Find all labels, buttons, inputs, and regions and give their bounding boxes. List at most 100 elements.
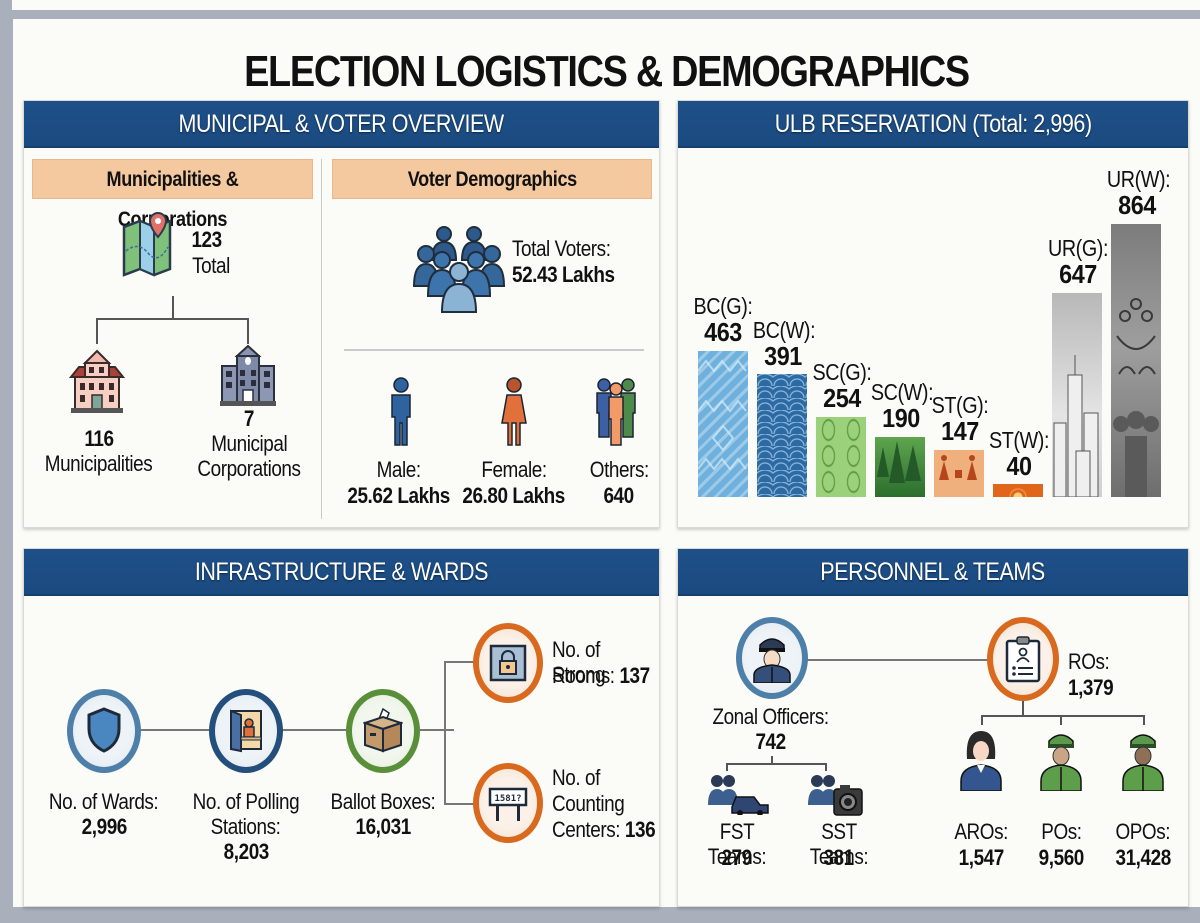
female-icon bbox=[501, 377, 527, 446]
bar-label-bc-w: BC(W): 391 bbox=[752, 317, 816, 371]
svg-text:1581?: 1581? bbox=[494, 794, 521, 804]
male-value: 25.62 Lakhs bbox=[347, 483, 451, 508]
clipboard-icon bbox=[1005, 636, 1041, 683]
aro-label: AROs: bbox=[954, 819, 1008, 844]
tree-connector bbox=[96, 318, 98, 344]
zonal-label: Zonal Officers: bbox=[712, 704, 830, 729]
fst-value: 279 bbox=[721, 845, 753, 870]
municipal-voter-panel: MUNICIPAL & VOTER OVERVIEW Municipalitie… bbox=[23, 100, 660, 528]
total-voters-value: 52.43 Lakhs bbox=[512, 262, 615, 287]
wards-value: 2,996 bbox=[81, 814, 127, 839]
counting-label-1: No. of bbox=[552, 765, 600, 790]
counting-label-2: Counting bbox=[552, 791, 625, 816]
polling-ring bbox=[209, 689, 283, 773]
zonal-value: 742 bbox=[755, 729, 787, 754]
bar-label-ur-g: UR(G): 647 bbox=[1047, 235, 1109, 289]
polling-value: 8,203 bbox=[223, 839, 269, 864]
infographic-page: ELECTION LOGISTICS & DEMOGRAPHICS MUNICI… bbox=[13, 19, 1200, 907]
wards-ring bbox=[67, 689, 141, 773]
municipalities-subhead: Municipalities & Corporations bbox=[32, 159, 313, 231]
municipalities-total-value: 123 bbox=[191, 227, 222, 252]
page-title: ELECTION LOGISTICS & DEMOGRAPHICS bbox=[244, 47, 970, 96]
team-connector bbox=[726, 763, 826, 765]
bar-ur-w bbox=[1111, 224, 1161, 497]
town-hall-icon bbox=[69, 349, 125, 413]
branch-connector bbox=[444, 803, 474, 805]
corporation-building-icon bbox=[220, 344, 276, 406]
infrastructure-panel: INFRASTRUCTURE & WARDS bbox=[23, 548, 660, 907]
crowd-icon bbox=[412, 226, 506, 313]
bar-chart: BC(G): 463 BC(W): 391 SC(G): 254 SC(W): 190 … bbox=[694, 161, 1176, 497]
female-label: Female: bbox=[481, 457, 547, 482]
bar-label-ur-w: UR(W): 864 bbox=[1106, 166, 1171, 220]
counting-label-3: Centers: 136 bbox=[552, 817, 656, 842]
panel-header: MUNICIPAL & VOTER OVERVIEW bbox=[24, 101, 659, 148]
branch-connector bbox=[444, 661, 474, 663]
zonal-ro-connector bbox=[788, 659, 988, 661]
team-camera-icon bbox=[808, 775, 863, 816]
top-strip bbox=[12, 0, 1200, 10]
municipalities-count: 116 bbox=[84, 426, 114, 451]
bar-label-sc-w: SC(W): 190 bbox=[870, 379, 934, 433]
map-pin-icon bbox=[122, 211, 172, 277]
flow-connector bbox=[114, 729, 454, 731]
wards-label: No. of Wards: bbox=[49, 789, 159, 814]
group-icon bbox=[596, 378, 636, 446]
bar-sc-g bbox=[816, 417, 866, 497]
tree-connector bbox=[172, 296, 174, 319]
fst-label: FST Teams: bbox=[707, 819, 767, 869]
staff-connector bbox=[981, 715, 983, 725]
strong-rooms-label-1: No. of Strong bbox=[552, 637, 606, 687]
tree-connector bbox=[96, 318, 248, 320]
corporations-label-2: Corporations bbox=[197, 456, 301, 481]
bar-st-g bbox=[934, 450, 984, 497]
ballot-box-icon bbox=[363, 707, 403, 753]
ro-value: 1,379 bbox=[1068, 675, 1114, 700]
team-connector bbox=[771, 756, 773, 764]
corporations-label-1: Municipal bbox=[210, 431, 288, 456]
branch-connector bbox=[444, 661, 446, 804]
polling-label-2: Stations: bbox=[211, 814, 281, 839]
opo-value: 31,428 bbox=[1115, 845, 1171, 870]
ballot-label: Ballot Boxes: bbox=[330, 789, 436, 814]
staff-connector bbox=[1022, 701, 1024, 715]
bar-ur-g bbox=[1052, 293, 1102, 497]
strong-rooms-label-2: Rooms: 137 bbox=[552, 663, 650, 688]
opo-label: OPOs: bbox=[1115, 819, 1171, 844]
team-connector bbox=[726, 763, 728, 771]
counting-board-icon: 1581? bbox=[488, 787, 528, 821]
po-label: POs: bbox=[1040, 819, 1082, 844]
bar-label-st-g: ST(G): 147 bbox=[931, 392, 989, 446]
ro-ring bbox=[987, 617, 1059, 701]
aro-value: 1,547 bbox=[958, 845, 1004, 870]
staff-connector bbox=[1060, 715, 1062, 725]
sst-value: 381 bbox=[823, 845, 855, 870]
total-voters-label: Total Voters: bbox=[512, 236, 611, 261]
shield-icon bbox=[87, 707, 121, 753]
male-icon bbox=[391, 377, 411, 446]
sst-label: SST Teams: bbox=[809, 819, 869, 869]
ro-label: ROs: bbox=[1068, 649, 1110, 674]
staff-connector bbox=[981, 715, 1144, 717]
bar-label-st-w: ST(W): 40 bbox=[988, 427, 1050, 481]
municipalities-label: Municipalities bbox=[45, 451, 153, 476]
ballot-value: 16,031 bbox=[355, 814, 411, 839]
bar-label-bc-g: BC(G): 463 bbox=[693, 293, 753, 347]
personnel-panel: PERSONNEL & TEAMS Zonal Officers: 742 bbox=[677, 548, 1189, 907]
green-officer-icon bbox=[1040, 734, 1082, 791]
tree-connector bbox=[247, 318, 249, 344]
polling-booth-icon bbox=[230, 709, 262, 753]
corporations-count: 7 bbox=[243, 406, 255, 431]
strong-rooms-value: 137 bbox=[619, 663, 650, 688]
team-connector bbox=[825, 763, 827, 771]
team-car-icon bbox=[708, 775, 769, 815]
polling-label-1: No. of Polling bbox=[192, 789, 300, 814]
others-value: 640 bbox=[603, 483, 635, 508]
municipalities-total-label: Total bbox=[192, 253, 230, 278]
voter-demographics-subhead: Voter Demographics bbox=[332, 159, 652, 199]
po-value: 9,560 bbox=[1038, 845, 1084, 870]
bar-label-sc-g: SC(G): 254 bbox=[812, 359, 872, 413]
bar-st-w bbox=[993, 484, 1043, 497]
column-divider bbox=[321, 159, 322, 519]
bar-bc-w bbox=[757, 374, 807, 497]
